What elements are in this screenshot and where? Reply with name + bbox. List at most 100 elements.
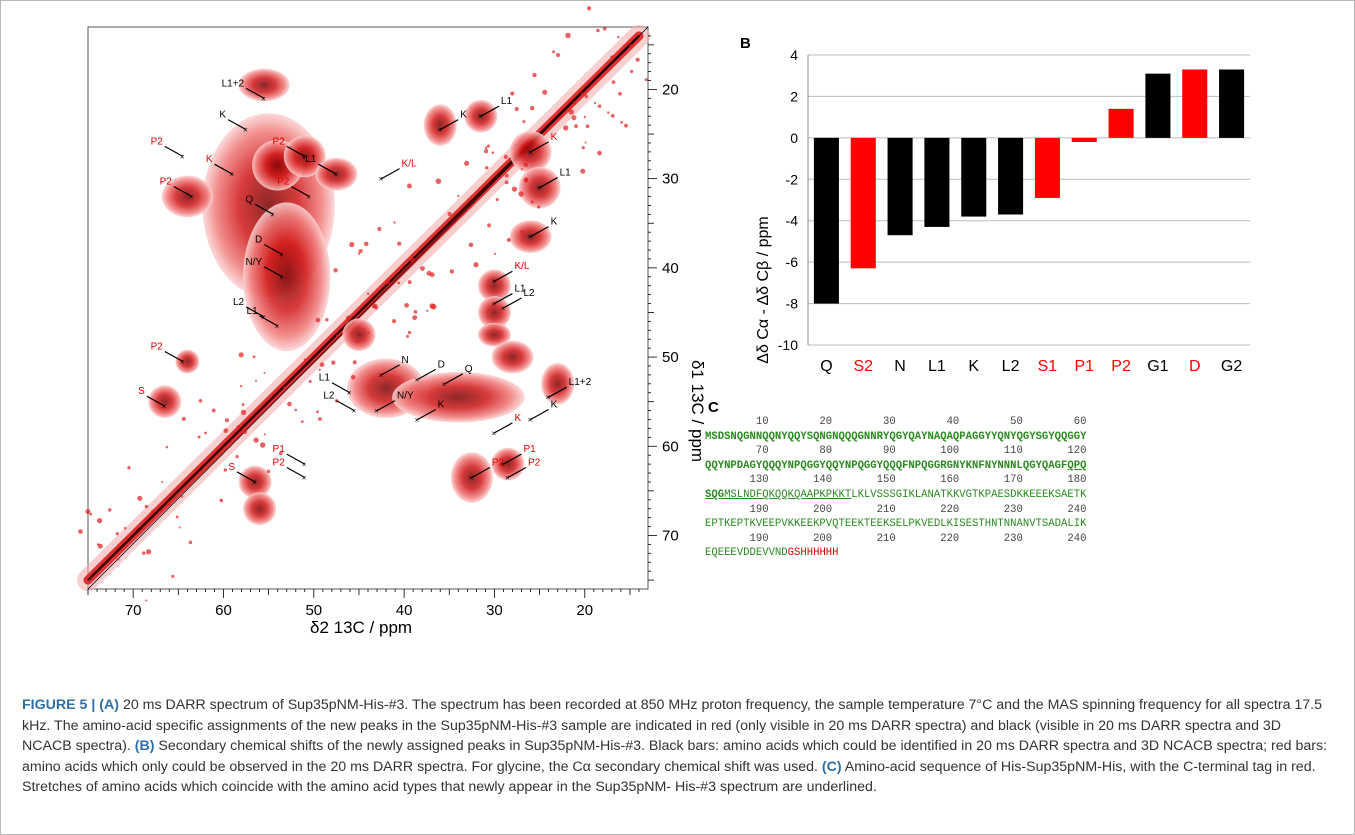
- peak-marker: ×: [306, 192, 311, 201]
- peak-leader-line: [444, 373, 464, 385]
- noise-contour: [300, 420, 304, 424]
- peak-marker: ×: [275, 322, 280, 331]
- peak-marker: ×: [261, 94, 266, 103]
- noise-contour: [532, 72, 537, 78]
- noise-contour: [435, 178, 442, 185]
- noise-contour: [141, 551, 146, 555]
- bar-q: [813, 137, 839, 304]
- peak-label: L1: [319, 373, 331, 384]
- noise-contour: [137, 495, 143, 501]
- bar-category-label: L1: [928, 358, 946, 375]
- noise-contour: [552, 50, 555, 54]
- noise-contour: [96, 517, 103, 524]
- seq-line-1: MSDSNQGNNQQNYQQYSQNGNQQQGNNRYQGYQAYNAQAQ…: [705, 430, 1087, 443]
- peak-marker: ×: [491, 429, 496, 438]
- noise-contour: [316, 410, 319, 414]
- noise-contour: [514, 107, 519, 112]
- noise-contour: [318, 368, 321, 371]
- cross-peak-contour: [477, 269, 511, 303]
- noise-contour: [240, 384, 243, 388]
- caption-c-label: (C): [821, 758, 842, 775]
- peak-label: K: [551, 217, 558, 228]
- x-tick-label: 40: [396, 602, 413, 619]
- noise-contour: [181, 416, 186, 421]
- noise-contour: [617, 35, 620, 39]
- noise-contour: [596, 28, 600, 33]
- noise-contour: [585, 124, 590, 129]
- peak-marker: ×: [302, 473, 307, 482]
- bar-category-label: K: [968, 358, 979, 375]
- y-tick-label: 50: [662, 349, 679, 366]
- cross-peak-contour: [148, 385, 182, 419]
- noise-contour: [593, 101, 597, 105]
- peak-marker: ×: [379, 371, 384, 380]
- peak-label: K/L: [402, 159, 417, 170]
- peak-marker: ×: [528, 416, 533, 425]
- peak-label: K: [551, 132, 558, 143]
- peak-leader-line: [318, 163, 337, 175]
- noise-contour: [397, 241, 402, 246]
- noise-contour: [223, 428, 229, 434]
- peak-leader-line: [507, 466, 527, 479]
- noise-contour: [447, 211, 452, 216]
- x-tick-label: 50: [305, 602, 322, 619]
- noise-contour: [407, 280, 412, 285]
- peak-label: L1: [247, 306, 259, 317]
- noise-contour: [224, 418, 229, 423]
- noise-contour: [522, 120, 526, 124]
- peak-leader-line: [336, 400, 355, 412]
- noise-contour: [520, 168, 523, 171]
- peak-label: L2: [233, 297, 245, 308]
- noise-contour: [464, 160, 470, 166]
- noise-contour: [410, 257, 415, 263]
- peak-label: P1: [523, 444, 536, 455]
- noise-contour: [524, 177, 528, 181]
- peak-leader-line: [245, 87, 265, 99]
- noise-contour: [345, 315, 352, 321]
- peak-marker: ×: [437, 126, 442, 135]
- peak-marker: ×: [500, 460, 505, 469]
- noise-contour: [315, 317, 321, 323]
- peak-label: L1: [514, 284, 526, 295]
- noise-contour: [223, 468, 228, 472]
- bar-l1: [924, 137, 950, 227]
- noise-contour: [495, 197, 499, 202]
- noise-contour: [123, 526, 127, 530]
- noise-contour: [584, 94, 588, 99]
- noise-contour: [483, 149, 489, 154]
- y-tick-label: 30: [662, 171, 679, 188]
- peak-leader-line: [539, 177, 558, 189]
- noise-contour: [188, 540, 193, 545]
- noise-contour: [85, 509, 91, 515]
- peak-marker: ×: [379, 175, 384, 184]
- noise-contour: [580, 92, 583, 95]
- cross-peak-contour: [518, 166, 561, 209]
- noise-contour: [597, 104, 602, 108]
- bar-category-label: L2: [1002, 358, 1020, 375]
- peak-leader-line: [286, 466, 306, 479]
- peak-marker: ×: [180, 358, 185, 367]
- seq-line-5: EQEEEVDDEVVNDGSHHHHHH: [705, 547, 839, 560]
- noise-contour: [468, 242, 474, 248]
- peak-label: K: [514, 413, 521, 424]
- noise-contour: [96, 543, 100, 546]
- noise-contour: [529, 105, 535, 111]
- noise-contour: [586, 6, 592, 11]
- peak-marker: ×: [351, 407, 356, 416]
- bar-g1: [1145, 73, 1171, 138]
- noise-contour: [161, 480, 164, 483]
- peak-leader-line: [254, 203, 274, 215]
- noise-contour: [238, 352, 244, 358]
- noise-contour: [607, 111, 610, 114]
- seq-line-2: QQYNPDAGYQQQYNPQGGYQQYNPQGGYQQQFNPQGGRGN…: [705, 459, 1087, 472]
- peak-marker: ×: [491, 277, 496, 286]
- peak-label: K/L: [514, 261, 529, 272]
- noise-contour: [391, 319, 397, 324]
- noise-contour: [457, 194, 460, 197]
- noise-contour: [89, 512, 93, 516]
- cross-peak-contour: [392, 371, 525, 423]
- peak-marker: ×: [270, 210, 275, 219]
- peak-leader-line: [286, 453, 306, 465]
- noise-contour: [350, 375, 356, 380]
- noise-contour: [240, 409, 247, 416]
